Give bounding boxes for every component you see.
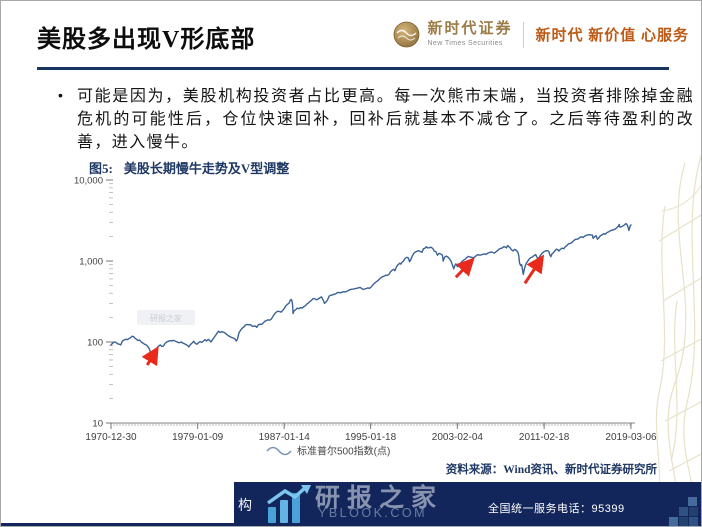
bullet-block: • 可能是因为，美股机构投资者占比更高。每一次熊市末端，当投资者排除掉金融危机的… — [58, 85, 694, 154]
figure-label: 图5: — [89, 161, 113, 176]
svg-text:1995-01-18: 1995-01-18 — [345, 432, 397, 443]
svg-text:100: 100 — [87, 338, 103, 349]
brand-name-cn: 新时代证券 — [427, 21, 513, 37]
svg-text:2011-02-18: 2011-02-18 — [519, 432, 570, 443]
svg-text:10,000: 10,000 — [74, 176, 103, 187]
svg-text:2019-03-06: 2019-03-06 — [605, 432, 657, 443]
svg-text:1,000: 1,000 — [79, 257, 103, 268]
header-divider — [37, 67, 669, 70]
figure-caption: 图5: 美股长期慢牛走势及V型调整 — [89, 158, 289, 177]
bullet-marker: • — [58, 87, 63, 103]
svg-text:2003-02-04: 2003-02-04 — [432, 432, 484, 443]
pixel-deco-square — [669, 517, 678, 526]
brand-names: 新时代证券 New Times Securities — [427, 21, 513, 48]
figure-title: 美股长期慢牛走势及V型调整 — [123, 161, 290, 176]
bullet-text: 可能是因为，美股机构投资者占比更高。每一次熊市末端，当投资者排除掉金融危机的可能… — [77, 88, 694, 151]
watermark-title: 研报之家 — [315, 485, 444, 512]
svg-text:标准普尔500指数(点): 标准普尔500指数(点) — [297, 445, 390, 458]
svg-text:1970-12-30: 1970-12-30 — [85, 432, 137, 443]
company-seal-icon — [394, 21, 420, 48]
brand-tagline: 新时代 新价值 心服务 — [535, 28, 689, 44]
watermark-domain: YBLOOK.COM — [318, 506, 428, 520]
page-title: 美股多出现V形底部 — [37, 27, 256, 53]
pixel-deco-square — [689, 517, 698, 526]
svg-text:研报之家: 研报之家 — [150, 313, 182, 323]
footer-partial-text: 构 — [238, 499, 252, 514]
svg-text:1987-01-14: 1987-01-14 — [259, 432, 311, 443]
watermark-barchart-icon — [266, 485, 311, 523]
pixel-deco-square — [689, 507, 698, 516]
svg-text:1979-01-09: 1979-01-09 — [172, 432, 224, 443]
logo-divider — [523, 21, 525, 48]
service-phone: 全国统一服务电话：95399 — [488, 503, 625, 515]
pixel-deco-square — [679, 517, 688, 526]
svg-text:10: 10 — [92, 419, 103, 430]
footer-bar — [234, 482, 701, 526]
pixel-deco-square — [688, 497, 697, 506]
data-source: 资料来源：Wind资讯、新时代证券研究所 — [445, 464, 657, 476]
pixel-deco-square — [679, 507, 688, 516]
company-logo: 新时代证券 New Times Securities 新时代 新价值 心服务 — [393, 21, 689, 48]
brand-name-en: New Times Securities — [427, 40, 503, 47]
